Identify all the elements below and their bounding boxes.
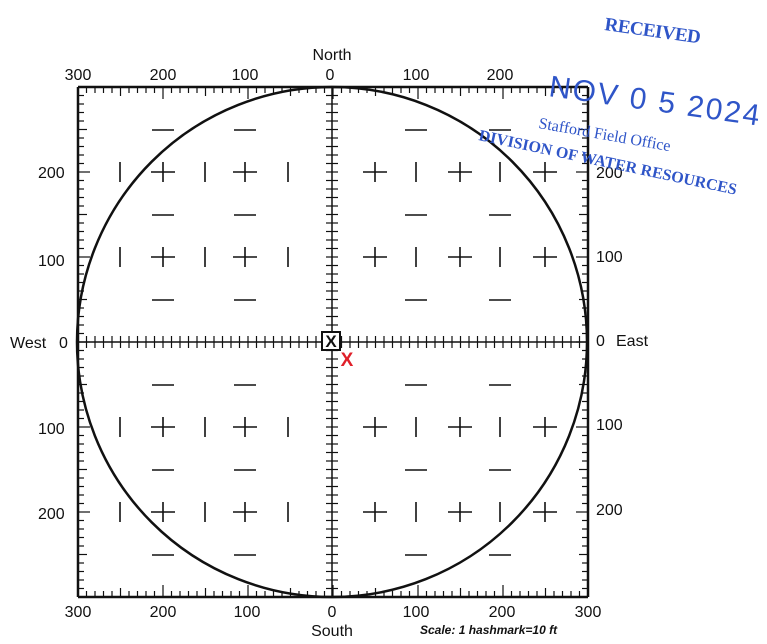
right-tick-label: 100 [596, 249, 623, 266]
top-tick-label: 100 [403, 67, 430, 84]
bottom-tick-label: 200 [489, 604, 516, 621]
right-tick-label: 0 [596, 333, 605, 350]
top-tick-label: 200 [150, 67, 177, 84]
bottom-tick-label: 300 [575, 604, 602, 621]
east-label: East [616, 333, 649, 350]
top-tick-label: 100 [232, 67, 259, 84]
bottom-tick-label: 100 [403, 604, 430, 621]
left-tick-label: 0 [59, 335, 68, 352]
right-tick-label: 200 [596, 502, 623, 519]
well-location-marker: X [321, 331, 341, 351]
hashmark-ticks [77, 86, 589, 598]
left-tick-label: 200 [38, 165, 65, 182]
marker-x-black: X [325, 332, 337, 351]
stamp-received-text: RECEIVED [603, 14, 701, 48]
right-tick-label: 200 [596, 165, 623, 182]
bottom-tick-label: 100 [234, 604, 261, 621]
top-tick-label: 200 [487, 67, 514, 84]
plus-minus-field [119, 129, 557, 556]
bottom-tick-label: 300 [65, 604, 92, 621]
bottom-tick-label: 0 [328, 604, 337, 621]
scale-note: Scale: 1 hashmark=10 ft [420, 623, 558, 637]
north-label: North [312, 47, 351, 64]
left-tick-label: 100 [38, 253, 65, 270]
top-tick-label: 0 [326, 67, 335, 84]
left-tick-label: 200 [38, 506, 65, 523]
top-tick-label: 300 [65, 67, 92, 84]
left-tick-label: 100 [38, 421, 65, 438]
south-label: South [311, 623, 353, 640]
bottom-tick-label: 200 [150, 604, 177, 621]
marker-x-red: X [341, 350, 354, 371]
section-circle [75, 85, 589, 599]
right-tick-label: 100 [596, 417, 623, 434]
west-label: West [10, 335, 47, 352]
